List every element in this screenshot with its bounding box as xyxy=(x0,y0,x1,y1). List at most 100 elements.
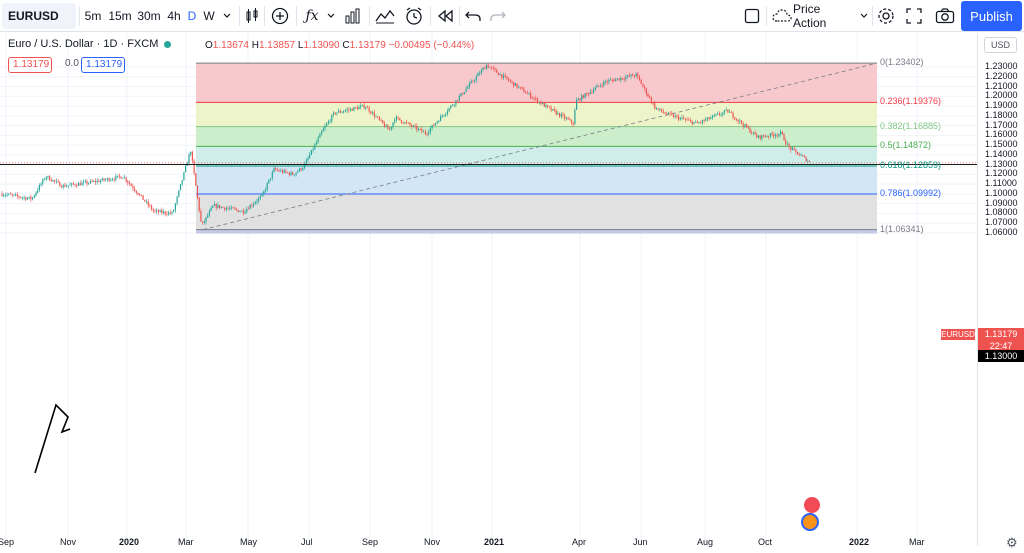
interval-30m[interactable]: 30m xyxy=(137,9,161,23)
open-value: 1.13674 xyxy=(212,40,249,51)
drawn-pattern-line[interactable] xyxy=(34,403,71,474)
layout-name-button[interactable]: Price Action xyxy=(793,2,827,30)
candle-body xyxy=(149,205,151,207)
candle-body xyxy=(497,72,499,76)
candle-body xyxy=(426,133,428,135)
candle-body xyxy=(572,122,574,125)
interval-1d[interactable]: D xyxy=(187,9,197,23)
time-tick-label: Sep xyxy=(0,537,15,547)
candle-body xyxy=(348,109,350,111)
candle-body xyxy=(808,161,811,162)
sell-button[interactable]: 1.13179 xyxy=(8,57,52,73)
candle-body xyxy=(465,88,467,93)
fib-zone xyxy=(196,146,877,166)
snapshot-camera-icon[interactable] xyxy=(934,0,956,32)
interval-dropdown-icon[interactable] xyxy=(219,0,235,32)
candle-body xyxy=(774,135,777,137)
candle-body xyxy=(621,77,624,80)
candle-body xyxy=(392,122,394,127)
candle-body xyxy=(751,132,753,134)
candle-body xyxy=(343,111,345,113)
symbol-title[interactable]: Euro / U.S. Dollar · 1D · FXCM xyxy=(8,38,159,50)
candle-body xyxy=(336,112,338,114)
candle-body xyxy=(270,178,272,180)
candle-body xyxy=(611,79,613,81)
candle-body xyxy=(627,75,629,77)
candle-body xyxy=(280,170,282,172)
publish-button[interactable]: Publish xyxy=(961,1,1022,31)
settings-gear-icon[interactable] xyxy=(876,0,896,32)
fullscreen-icon[interactable] xyxy=(904,0,924,32)
candle-body xyxy=(623,79,625,80)
candle-body xyxy=(302,168,304,170)
candle-body xyxy=(570,119,573,123)
toolbar-divider xyxy=(766,6,767,26)
candle-body xyxy=(406,122,408,123)
replay-icon[interactable] xyxy=(435,0,455,32)
compare-add-icon[interactable] xyxy=(270,0,290,32)
candle-body xyxy=(446,111,448,114)
candle-body xyxy=(448,107,450,112)
candle-body xyxy=(565,118,567,120)
interval-4h[interactable]: 4h xyxy=(167,9,181,23)
candle-body xyxy=(395,116,397,121)
candle-body xyxy=(237,209,239,212)
price-axis[interactable] xyxy=(977,33,1024,546)
price-tick-label: 1.07000 xyxy=(985,217,1018,228)
indicators-fx-icon[interactable]: ƒx xyxy=(305,8,319,24)
candle-body xyxy=(154,210,156,212)
candle-body xyxy=(688,119,690,121)
candle-body xyxy=(752,132,754,134)
currency-selector[interactable]: USD xyxy=(984,37,1017,53)
cloud-save-icon[interactable] xyxy=(772,0,792,32)
interval-15m[interactable]: 15m xyxy=(108,9,132,23)
candle-body xyxy=(151,205,153,210)
candle-body xyxy=(366,107,369,109)
interval-1w[interactable]: W xyxy=(203,9,215,23)
candle-body xyxy=(513,82,515,86)
candle-body xyxy=(266,183,268,190)
candle-body xyxy=(118,175,120,177)
alert-clock-icon[interactable] xyxy=(403,0,425,32)
indicators-dropdown-icon[interactable] xyxy=(324,0,338,32)
layout-dropdown-icon[interactable] xyxy=(857,0,871,32)
templates-icon[interactable] xyxy=(374,0,396,32)
price-tick-label: 1.23000 xyxy=(985,61,1018,71)
candle-body xyxy=(550,107,552,111)
candle-body xyxy=(258,197,260,201)
candle-body xyxy=(747,127,749,129)
candle-body xyxy=(650,97,652,103)
candle-body xyxy=(380,119,382,121)
candle-body xyxy=(159,210,161,213)
candle-body xyxy=(678,116,680,120)
economic-event-us-icon[interactable] xyxy=(804,497,820,513)
symbol-search[interactable]: EURUSD xyxy=(2,3,76,29)
candle-body xyxy=(514,83,516,86)
candle-body xyxy=(598,85,600,87)
price-tick-label: 1.06000 xyxy=(985,226,1018,237)
price-chart-canvas[interactable] xyxy=(0,33,977,553)
axis-settings-gear-icon[interactable]: ⚙ xyxy=(1006,535,1018,550)
buy-button[interactable]: 1.13179 xyxy=(81,57,125,73)
financials-icon[interactable] xyxy=(343,0,363,32)
candles-chart-type-icon[interactable] xyxy=(243,0,261,32)
economic-event-eu-icon[interactable] xyxy=(801,513,819,531)
price-tick-label: 1.16000 xyxy=(985,129,1018,140)
candle-body xyxy=(450,105,452,108)
interval-5m[interactable]: 5m xyxy=(84,9,102,23)
candle-body xyxy=(20,197,22,198)
candle-body xyxy=(559,112,561,117)
candle-body xyxy=(45,177,47,180)
candle-body xyxy=(288,172,290,175)
select-layout-icon[interactable] xyxy=(741,0,763,32)
candle-body xyxy=(720,114,722,116)
fib-zone xyxy=(196,193,877,230)
undo-icon[interactable] xyxy=(463,0,483,32)
candle-body xyxy=(803,155,805,158)
fib-trend-line[interactable] xyxy=(202,62,878,230)
redo-icon[interactable] xyxy=(488,0,508,32)
candle-body xyxy=(339,110,341,113)
candle-body xyxy=(122,177,124,179)
candle-body xyxy=(472,81,474,82)
candle-body xyxy=(587,93,590,95)
